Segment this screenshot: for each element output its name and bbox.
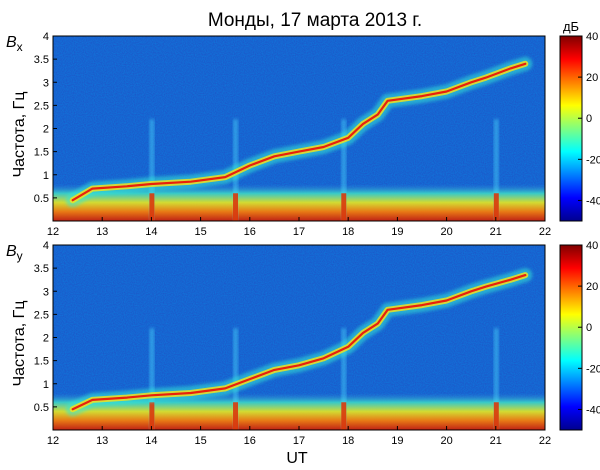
x-axis-label: UT bbox=[286, 450, 308, 467]
y-tick-label: 0.5 bbox=[34, 402, 49, 414]
colorbar: 40 20 0 -20 -40 bbox=[559, 240, 600, 431]
y-axis-label: Частота, Гц bbox=[11, 300, 28, 386]
x-tick-label: 12 bbox=[47, 226, 59, 238]
colorbar-tick-label: 40 bbox=[586, 31, 598, 43]
x-tick-label: 15 bbox=[194, 435, 206, 447]
y-tick-label: 1.5 bbox=[34, 147, 49, 159]
y-tick-label: 2.5 bbox=[34, 100, 49, 112]
x-tick-label: 16 bbox=[244, 226, 256, 238]
x-tick-label: 18 bbox=[342, 435, 354, 447]
x-tick-label: 22 bbox=[539, 226, 551, 238]
x-tick-label: 14 bbox=[145, 435, 157, 447]
x-tick-label: 20 bbox=[440, 226, 452, 238]
spectrogram-image bbox=[53, 245, 545, 430]
x-tick-label: 15 bbox=[194, 226, 206, 238]
x-tick-label: 19 bbox=[391, 435, 403, 447]
y-tick-label: 3.5 bbox=[34, 263, 49, 275]
figure-title: Монды, 17 марта 2013 г. bbox=[208, 10, 422, 31]
y-tick-label: 2 bbox=[43, 333, 49, 345]
y-tick-label: 1 bbox=[43, 379, 49, 391]
x-tick-label: 18 bbox=[342, 226, 354, 238]
colorbar-tick-label: 0 bbox=[586, 322, 592, 334]
colorbar-tick-label: 40 bbox=[586, 240, 598, 252]
x-tick-label: 13 bbox=[96, 226, 108, 238]
y-tick-label: 3.5 bbox=[34, 54, 49, 66]
x-tick-label: 17 bbox=[293, 226, 305, 238]
y-tick-label: 0.5 bbox=[34, 193, 49, 205]
x-tick-label: 12 bbox=[47, 435, 59, 447]
x-tick-label: 13 bbox=[96, 435, 108, 447]
colorbar-tick-label: -20 bbox=[586, 154, 600, 166]
y-axis-label: Частота, Гц bbox=[11, 91, 28, 177]
colorbar-unit: дБ bbox=[563, 19, 579, 34]
y-tick-label: 2.5 bbox=[34, 309, 49, 321]
x-tick-label: 14 bbox=[145, 226, 157, 238]
x-tick-label: 21 bbox=[490, 226, 502, 238]
emission-band-line bbox=[71, 62, 527, 202]
colorbar-tick-label: -40 bbox=[586, 404, 600, 416]
y-tick-label: 1.5 bbox=[34, 356, 49, 368]
x-tick-label: 20 bbox=[440, 435, 452, 447]
y-tick-label: 3 bbox=[43, 286, 49, 298]
emission-band-line bbox=[71, 274, 527, 411]
spectrogram-image bbox=[53, 36, 545, 221]
Bx-panel: 12 13 14 15 16 17 18 19 20 21 22 0.5 1 1.5 2 2.5 3 3.5 4 Ча… bbox=[6, 31, 551, 238]
x-tick-label: 22 bbox=[539, 435, 551, 447]
colorbar-tick-label: 0 bbox=[586, 113, 592, 125]
x-tick-label: 17 bbox=[293, 435, 305, 447]
component-label: By bbox=[6, 243, 23, 263]
x-tick-label: 21 bbox=[490, 435, 502, 447]
x-tick-label: 16 bbox=[244, 435, 256, 447]
colorbar-tick-label: -40 bbox=[586, 195, 600, 207]
colorbar: 40 20 0 -20 -40 дБ bbox=[559, 19, 600, 222]
y-tick-label: 4 bbox=[43, 240, 49, 252]
By-panel: 12 13 14 15 16 17 18 19 20 21 22 0.5 1 1.5 2 2.5 3 3.5 4 Ча… bbox=[6, 240, 551, 447]
x-tick-label: 19 bbox=[391, 226, 403, 238]
y-tick-label: 1 bbox=[43, 170, 49, 182]
colorbar-tick-label: 20 bbox=[586, 72, 598, 84]
y-tick-label: 3 bbox=[43, 77, 49, 89]
y-tick-label: 4 bbox=[43, 31, 49, 43]
colorbar-tick-label: -20 bbox=[586, 363, 600, 375]
component-label: Bx bbox=[6, 34, 23, 54]
colorbar-tick-label: 20 bbox=[586, 281, 598, 293]
y-tick-label: 2 bbox=[43, 124, 49, 136]
